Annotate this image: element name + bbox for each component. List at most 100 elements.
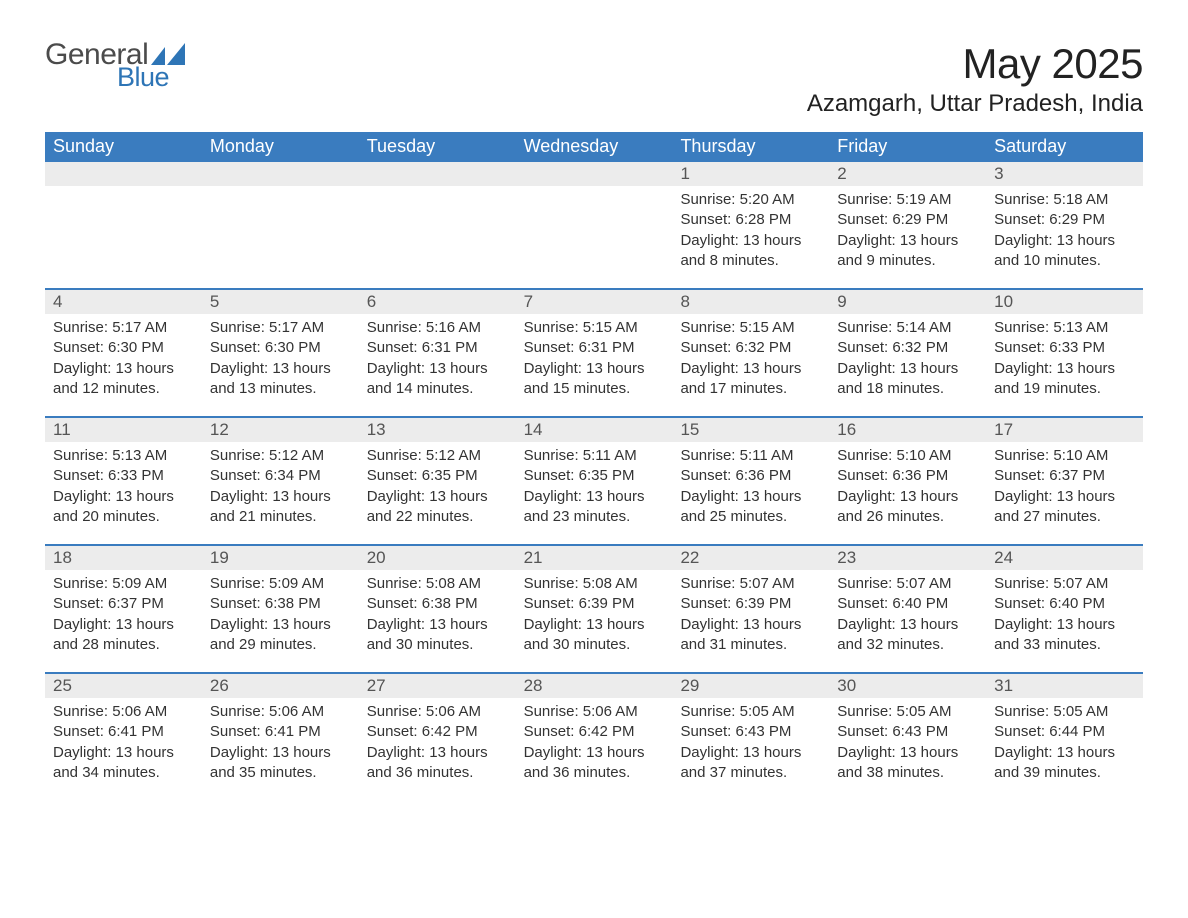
day-cell: 19Sunrise: 5:09 AMSunset: 6:38 PMDayligh…	[202, 546, 359, 672]
day-cell: 2Sunrise: 5:19 AMSunset: 6:29 PMDaylight…	[829, 162, 986, 288]
day-cell	[45, 162, 202, 288]
day-number	[359, 162, 516, 186]
day-details: Sunrise: 5:13 AMSunset: 6:33 PMDaylight:…	[45, 442, 202, 533]
day-cell: 28Sunrise: 5:06 AMSunset: 6:42 PMDayligh…	[516, 674, 673, 800]
sunrise-line: Sunrise: 5:11 AM	[524, 446, 665, 466]
sunset-line: Sunset: 6:32 PM	[680, 338, 821, 358]
day-cell: 23Sunrise: 5:07 AMSunset: 6:40 PMDayligh…	[829, 546, 986, 672]
day-cell: 31Sunrise: 5:05 AMSunset: 6:44 PMDayligh…	[986, 674, 1143, 800]
daylight-line: Daylight: 13 hours and 27 minutes.	[994, 487, 1135, 528]
daylight-line: Daylight: 13 hours and 10 minutes.	[994, 231, 1135, 272]
day-number: 23	[829, 546, 986, 570]
day-cell: 21Sunrise: 5:08 AMSunset: 6:39 PMDayligh…	[516, 546, 673, 672]
sunrise-line: Sunrise: 5:13 AM	[994, 318, 1135, 338]
sunset-line: Sunset: 6:30 PM	[53, 338, 194, 358]
daylight-line: Daylight: 13 hours and 12 minutes.	[53, 359, 194, 400]
weekday-header: Monday	[202, 132, 359, 162]
day-number: 27	[359, 674, 516, 698]
day-details: Sunrise: 5:17 AMSunset: 6:30 PMDaylight:…	[45, 314, 202, 405]
daylight-line: Daylight: 13 hours and 36 minutes.	[367, 743, 508, 784]
daylight-line: Daylight: 13 hours and 29 minutes.	[210, 615, 351, 656]
sunset-line: Sunset: 6:41 PM	[53, 722, 194, 742]
day-number: 7	[516, 290, 673, 314]
day-cell	[202, 162, 359, 288]
day-cell: 27Sunrise: 5:06 AMSunset: 6:42 PMDayligh…	[359, 674, 516, 800]
day-details: Sunrise: 5:12 AMSunset: 6:34 PMDaylight:…	[202, 442, 359, 533]
daylight-line: Daylight: 13 hours and 37 minutes.	[680, 743, 821, 784]
sunrise-line: Sunrise: 5:05 AM	[837, 702, 978, 722]
week-row: 1Sunrise: 5:20 AMSunset: 6:28 PMDaylight…	[45, 162, 1143, 288]
day-number: 28	[516, 674, 673, 698]
day-details: Sunrise: 5:12 AMSunset: 6:35 PMDaylight:…	[359, 442, 516, 533]
day-number: 29	[672, 674, 829, 698]
sunrise-line: Sunrise: 5:11 AM	[680, 446, 821, 466]
daylight-line: Daylight: 13 hours and 30 minutes.	[524, 615, 665, 656]
day-number: 14	[516, 418, 673, 442]
sunset-line: Sunset: 6:37 PM	[994, 466, 1135, 486]
sunset-line: Sunset: 6:31 PM	[367, 338, 508, 358]
sunset-line: Sunset: 6:33 PM	[994, 338, 1135, 358]
day-number	[45, 162, 202, 186]
day-number: 25	[45, 674, 202, 698]
day-cell: 13Sunrise: 5:12 AMSunset: 6:35 PMDayligh…	[359, 418, 516, 544]
day-number: 18	[45, 546, 202, 570]
day-details: Sunrise: 5:17 AMSunset: 6:30 PMDaylight:…	[202, 314, 359, 405]
day-cell: 17Sunrise: 5:10 AMSunset: 6:37 PMDayligh…	[986, 418, 1143, 544]
day-details: Sunrise: 5:09 AMSunset: 6:38 PMDaylight:…	[202, 570, 359, 661]
daylight-line: Daylight: 13 hours and 35 minutes.	[210, 743, 351, 784]
weekday-header: Tuesday	[359, 132, 516, 162]
sunset-line: Sunset: 6:31 PM	[524, 338, 665, 358]
day-details: Sunrise: 5:15 AMSunset: 6:32 PMDaylight:…	[672, 314, 829, 405]
day-details: Sunrise: 5:08 AMSunset: 6:38 PMDaylight:…	[359, 570, 516, 661]
sunset-line: Sunset: 6:34 PM	[210, 466, 351, 486]
sunrise-line: Sunrise: 5:06 AM	[53, 702, 194, 722]
day-cell: 29Sunrise: 5:05 AMSunset: 6:43 PMDayligh…	[672, 674, 829, 800]
week-row: 18Sunrise: 5:09 AMSunset: 6:37 PMDayligh…	[45, 544, 1143, 672]
daylight-line: Daylight: 13 hours and 28 minutes.	[53, 615, 194, 656]
sunrise-line: Sunrise: 5:10 AM	[994, 446, 1135, 466]
sunset-line: Sunset: 6:35 PM	[367, 466, 508, 486]
day-number: 31	[986, 674, 1143, 698]
sunset-line: Sunset: 6:41 PM	[210, 722, 351, 742]
sunrise-line: Sunrise: 5:15 AM	[680, 318, 821, 338]
daylight-line: Daylight: 13 hours and 22 minutes.	[367, 487, 508, 528]
day-details: Sunrise: 5:06 AMSunset: 6:42 PMDaylight:…	[516, 698, 673, 789]
weekday-header: Friday	[829, 132, 986, 162]
day-number: 22	[672, 546, 829, 570]
sunset-line: Sunset: 6:42 PM	[524, 722, 665, 742]
daylight-line: Daylight: 13 hours and 33 minutes.	[994, 615, 1135, 656]
sunset-line: Sunset: 6:43 PM	[837, 722, 978, 742]
daylight-line: Daylight: 13 hours and 14 minutes.	[367, 359, 508, 400]
day-number	[202, 162, 359, 186]
day-number: 4	[45, 290, 202, 314]
day-details: Sunrise: 5:08 AMSunset: 6:39 PMDaylight:…	[516, 570, 673, 661]
day-details: Sunrise: 5:06 AMSunset: 6:41 PMDaylight:…	[45, 698, 202, 789]
sunset-line: Sunset: 6:43 PM	[680, 722, 821, 742]
weekday-header: Sunday	[45, 132, 202, 162]
day-number: 13	[359, 418, 516, 442]
sunset-line: Sunset: 6:32 PM	[837, 338, 978, 358]
day-number: 26	[202, 674, 359, 698]
sunset-line: Sunset: 6:37 PM	[53, 594, 194, 614]
day-details: Sunrise: 5:11 AMSunset: 6:36 PMDaylight:…	[672, 442, 829, 533]
sunrise-line: Sunrise: 5:20 AM	[680, 190, 821, 210]
day-cell: 1Sunrise: 5:20 AMSunset: 6:28 PMDaylight…	[672, 162, 829, 288]
day-cell	[516, 162, 673, 288]
day-number: 8	[672, 290, 829, 314]
daylight-line: Daylight: 13 hours and 25 minutes.	[680, 487, 821, 528]
day-cell: 12Sunrise: 5:12 AMSunset: 6:34 PMDayligh…	[202, 418, 359, 544]
day-number: 24	[986, 546, 1143, 570]
weekday-header: Saturday	[986, 132, 1143, 162]
sunset-line: Sunset: 6:33 PM	[53, 466, 194, 486]
day-number: 2	[829, 162, 986, 186]
daylight-line: Daylight: 13 hours and 36 minutes.	[524, 743, 665, 784]
day-cell: 6Sunrise: 5:16 AMSunset: 6:31 PMDaylight…	[359, 290, 516, 416]
day-number: 5	[202, 290, 359, 314]
sunrise-line: Sunrise: 5:07 AM	[680, 574, 821, 594]
day-number: 3	[986, 162, 1143, 186]
day-cell: 11Sunrise: 5:13 AMSunset: 6:33 PMDayligh…	[45, 418, 202, 544]
day-cell: 18Sunrise: 5:09 AMSunset: 6:37 PMDayligh…	[45, 546, 202, 672]
daylight-line: Daylight: 13 hours and 13 minutes.	[210, 359, 351, 400]
day-cell: 10Sunrise: 5:13 AMSunset: 6:33 PMDayligh…	[986, 290, 1143, 416]
week-row: 11Sunrise: 5:13 AMSunset: 6:33 PMDayligh…	[45, 416, 1143, 544]
